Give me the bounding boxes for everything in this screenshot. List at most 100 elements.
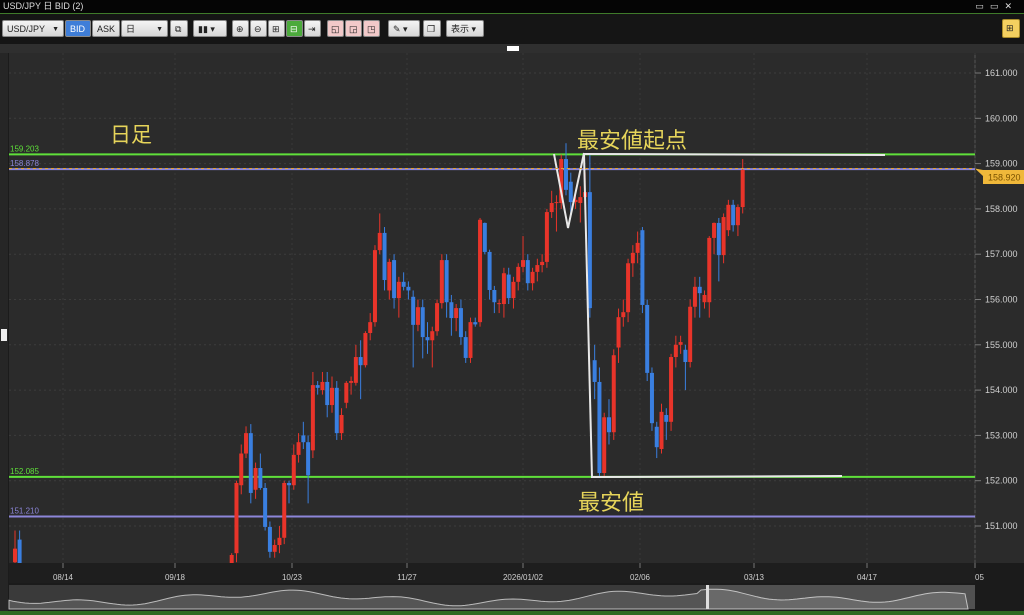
candle [540,254,545,273]
restore-icon[interactable]: ▭ [975,1,990,11]
y-tick-label: 161.000 [985,68,1018,78]
candle-body [444,260,449,303]
level-label: 152.085 [10,467,39,476]
add-indicator-button[interactable]: ◱ [327,20,344,37]
candle [439,254,444,309]
candle [568,172,573,214]
layout-button[interactable]: ⊞ [1002,19,1020,38]
candle [559,154,564,209]
add-indicator-icon: ◱ [331,24,340,34]
zoom-in-icon: ⊕ [236,24,244,34]
zoom-out-button[interactable]: ⊖ [250,20,267,37]
candle [525,254,530,291]
zoom-in-button[interactable]: ⊕ [232,20,249,37]
bottom-border [0,611,1024,615]
candle [597,367,602,477]
candle [735,204,740,237]
candle [649,367,654,431]
candle-body [559,159,564,204]
candle [578,186,583,223]
window-controls[interactable]: ▭▭✕ [975,0,1018,13]
bottom-horizontal-line[interactable] [591,475,843,478]
resize-handle[interactable] [1,329,7,341]
candle-body [344,382,349,403]
fit-button[interactable]: ⊞ [268,20,285,37]
time-axis[interactable] [9,563,975,583]
draw-tool-select[interactable]: ✎ ▾ [388,20,420,37]
bid-button[interactable]: BID [65,20,91,37]
candle-body [673,344,678,358]
window-title: USD/JPY 日 BID (2) [3,1,84,11]
chart-type-select[interactable]: ▮▮ ▾ [193,20,227,37]
candle-body [530,271,535,284]
horizontal-scroll-strip[interactable] [0,44,1024,53]
candlestick-icon: ▮▮ ▾ [198,24,215,34]
candle [592,344,597,400]
candle [339,408,344,440]
candle [482,222,487,255]
timeframe-annotation: 日足 [110,123,152,147]
y-tick-label: 160.000 [985,113,1018,123]
display-menu[interactable]: 表示 ▾ [446,20,484,37]
candle [306,435,311,504]
candle-body [649,372,654,424]
scroll-end-button[interactable]: ⇥ [304,20,321,37]
navigator-series [8,588,969,610]
auto-scale-button[interactable]: ⊟ [286,20,303,37]
candle [420,299,425,359]
candle-body [702,294,707,303]
remove-indicator-button[interactable]: ◳ [363,20,380,37]
candle-body [630,252,635,264]
candle-body [263,487,268,527]
left-resize-strip[interactable] [0,53,8,613]
candle [458,299,463,345]
candle-body [387,261,392,291]
candle-body [688,306,693,363]
candle [712,222,717,255]
candle-body [401,281,406,287]
candle [449,294,454,336]
ask-button[interactable]: ASK [92,20,120,37]
candle [463,331,468,363]
auto-scale-icon: ⊟ [290,24,298,34]
timeframe-select[interactable]: 日 ▼ [121,20,168,37]
candle-body [497,303,502,305]
navigator-handle[interactable] [706,585,709,609]
candle-body [463,337,468,358]
navigator-window[interactable] [708,585,975,609]
top-horizontal-line[interactable] [583,153,886,156]
maximize-icon[interactable]: ▭ [989,1,1005,11]
pen-icon: ✎ ▾ [393,24,408,34]
scroll-handle[interactable] [507,46,519,51]
edit-indicator-button[interactable]: ◲ [345,20,362,37]
navigator[interactable] [8,585,975,610]
candle [654,421,659,459]
price-axis[interactable] [975,53,1024,563]
candle-body [372,250,377,323]
double-top-line[interactable] [553,152,585,229]
candle-body [353,357,358,383]
candle-body [277,537,282,546]
candle-body [458,308,463,338]
plot-area[interactable] [9,53,975,563]
symbol-select[interactable]: USD/JPY ▼ [2,20,64,37]
candle [435,299,440,336]
y-tick-label: 156.000 [985,295,1018,305]
candle-body [540,261,545,266]
candle [688,299,693,368]
candle [258,453,263,490]
trend-drawing[interactable] [553,152,886,479]
candle [253,462,258,499]
candle [683,344,688,391]
drop-line[interactable] [583,153,593,479]
candle-body [549,203,554,213]
close-icon[interactable]: ✕ [1004,1,1018,11]
copy-chart-button[interactable]: ❐ [423,20,441,37]
candle [310,371,315,459]
candle-body [420,307,425,338]
candle-body [635,242,640,253]
candle [382,227,387,291]
candle-body [392,260,397,299]
link-windows-button[interactable]: ⧉ [170,20,188,37]
